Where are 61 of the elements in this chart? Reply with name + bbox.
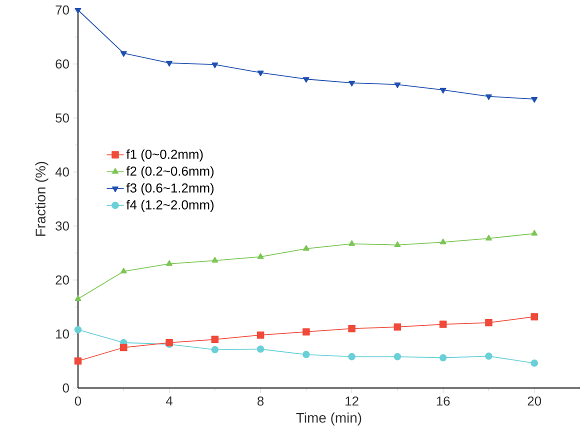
point: [166, 60, 172, 67]
point: [530, 360, 538, 367]
x-tick-label: 12: [346, 396, 358, 406]
legend-label: f4 (1.2~2.0mm): [126, 200, 214, 212]
x-tick-label: 4: [166, 396, 172, 406]
x-axis-title: Time (min): [296, 412, 362, 426]
point: [394, 241, 401, 247]
point: [211, 346, 219, 354]
y-tick-label: 0: [62, 383, 69, 393]
point: [74, 357, 82, 365]
point: [166, 260, 172, 266]
point: [211, 336, 219, 344]
point: [486, 94, 492, 100]
point: [120, 51, 127, 57]
y-tick-label: 70: [56, 5, 69, 15]
y-tick-label: 40: [55, 167, 69, 177]
point: [440, 88, 446, 94]
y-axis-title: Fraction (%): [35, 162, 48, 236]
point: [212, 62, 218, 68]
point: [348, 324, 356, 332]
point: [74, 326, 82, 334]
y-tick-label: 20: [56, 275, 69, 285]
y-tick-label: 10: [56, 329, 69, 339]
x-tick-label: 16: [436, 396, 450, 406]
point: [440, 238, 446, 244]
y-tick-label: 60: [56, 59, 69, 69]
point: [439, 320, 447, 328]
point: [394, 82, 401, 88]
point: [302, 328, 310, 336]
point: [485, 352, 492, 360]
point: [302, 245, 310, 251]
point: [74, 8, 82, 14]
x-tick-label: 0: [74, 396, 82, 406]
point: [257, 70, 264, 76]
point: [485, 319, 492, 326]
point: [531, 230, 538, 236]
point: [394, 353, 402, 360]
point: [302, 77, 310, 83]
point: [348, 80, 356, 87]
point: [256, 345, 264, 353]
point: [348, 240, 356, 246]
x-tick-label: 8: [258, 396, 264, 406]
x-tick-label: 20: [528, 396, 542, 406]
point: [120, 268, 127, 274]
legend-label: f3 (0.6~1.2mm): [126, 183, 214, 196]
point: [120, 344, 128, 352]
y-tick-label: 50: [56, 113, 69, 123]
point: [531, 97, 538, 103]
point: [439, 354, 447, 362]
point: [302, 350, 310, 358]
point: [530, 313, 538, 320]
legend-label: f2 (0.2~0.6mm): [126, 166, 214, 178]
point: [256, 331, 264, 339]
point: [74, 295, 82, 301]
y-tick-label: 30: [56, 221, 69, 231]
legend-label: f1 (0~0.2mm): [126, 149, 203, 162]
point: [257, 253, 264, 259]
point: [486, 234, 492, 240]
point: [348, 353, 356, 360]
point: [394, 323, 402, 331]
point: [212, 256, 218, 263]
